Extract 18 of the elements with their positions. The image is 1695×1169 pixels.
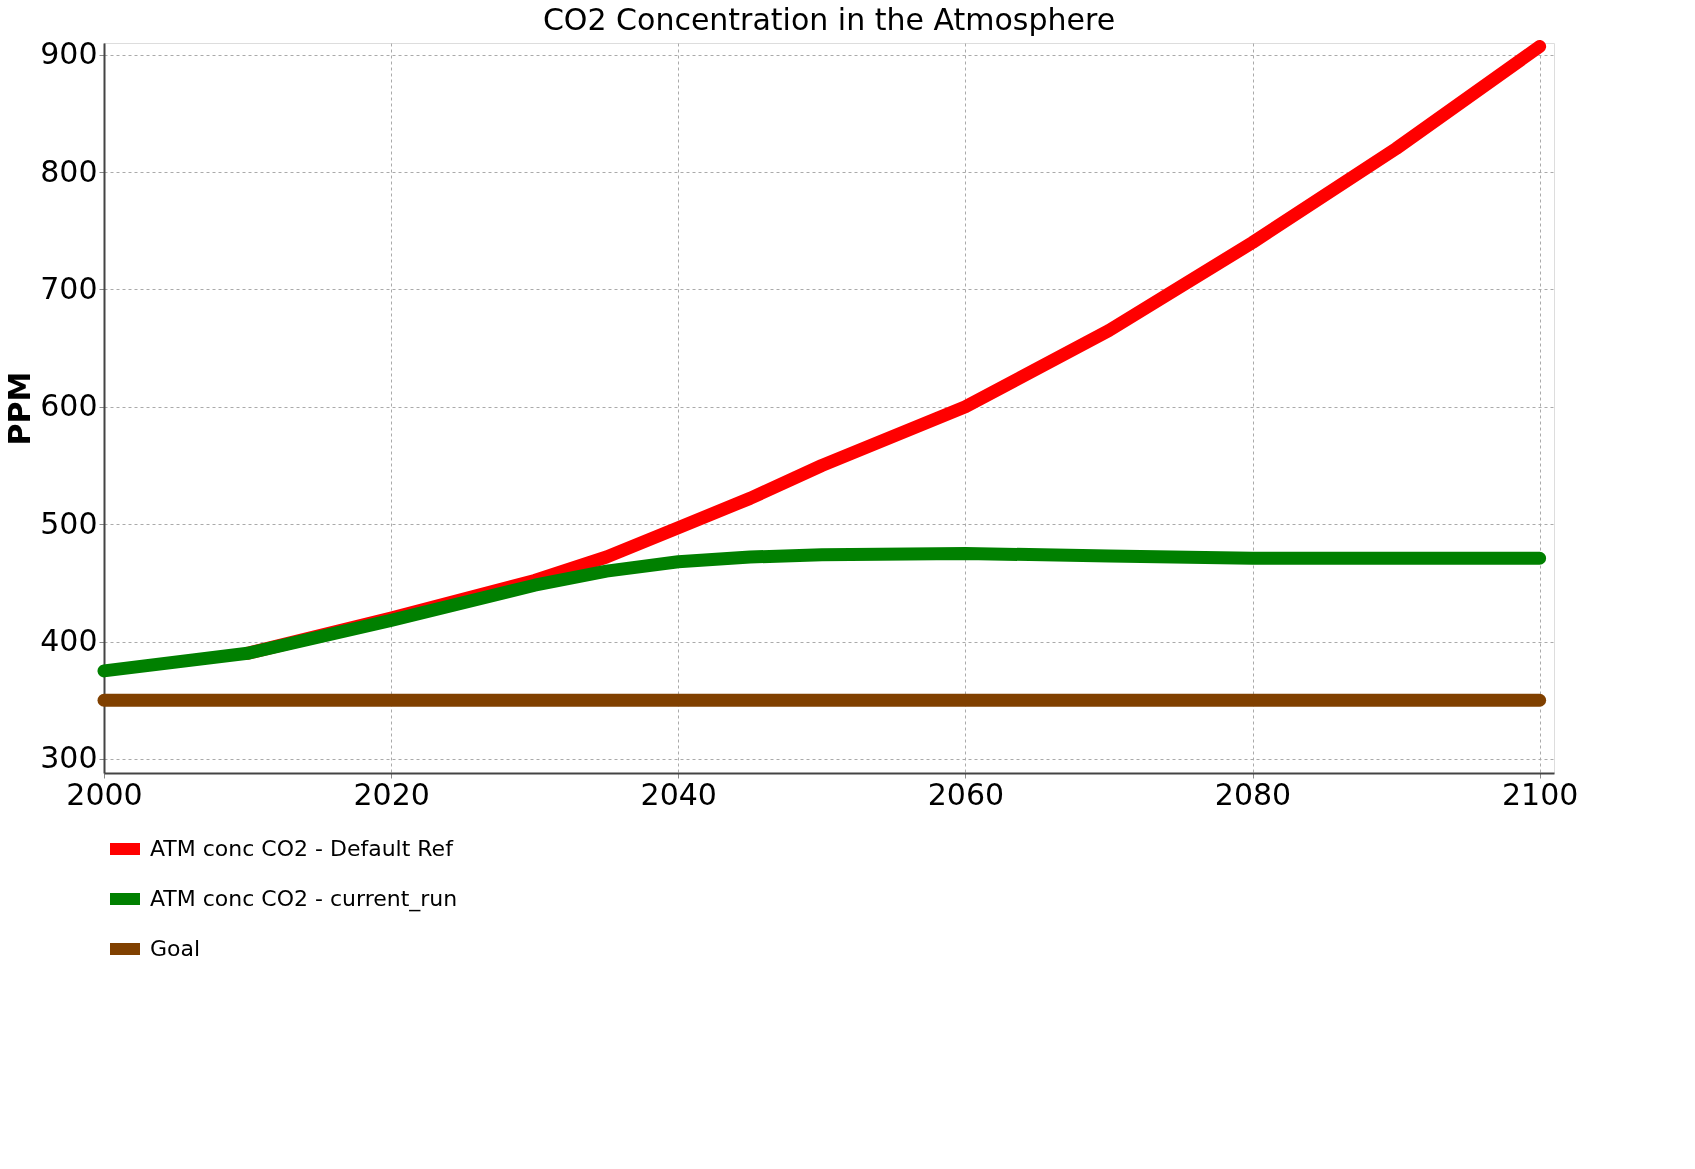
y-axis-title: PPM bbox=[2, 371, 38, 446]
chart-title: CO2 Concentration in the Atmosphere bbox=[542, 1, 1116, 37]
x-tick-label: 2020 bbox=[353, 776, 430, 812]
y-tick-label: 300 bbox=[40, 740, 98, 776]
x-tick-label: 2000 bbox=[66, 776, 143, 812]
y-tick-label: 500 bbox=[40, 505, 98, 541]
x-tick-label: 2100 bbox=[1501, 776, 1579, 812]
x-tick-label: 2060 bbox=[927, 776, 1005, 812]
y-tick-label: 400 bbox=[40, 623, 98, 659]
x-tick-label: 2080 bbox=[1214, 776, 1292, 812]
legend-label: Goal bbox=[150, 936, 201, 961]
y-tick-label: 900 bbox=[40, 36, 98, 72]
legend-label: ATM conc CO2 - Default Ref bbox=[150, 836, 455, 861]
y-tick-label: 600 bbox=[40, 388, 98, 424]
legend-label: ATM conc CO2 - current_run bbox=[150, 886, 458, 912]
y-tick-label: 700 bbox=[40, 270, 98, 306]
x-tick-label: 2040 bbox=[640, 776, 717, 812]
y-tick-label: 800 bbox=[40, 153, 98, 189]
